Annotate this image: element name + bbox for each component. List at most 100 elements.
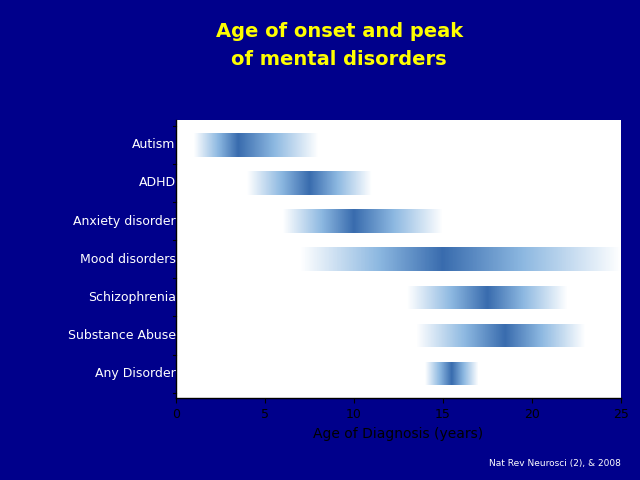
Bar: [315, 247, 316, 271]
Bar: [383, 247, 384, 271]
Bar: [612, 247, 614, 271]
Bar: [338, 247, 339, 271]
Bar: [556, 247, 557, 271]
Bar: [340, 247, 341, 271]
Bar: [351, 247, 352, 271]
Bar: [457, 247, 458, 271]
Bar: [452, 247, 454, 271]
Bar: [477, 247, 478, 271]
Bar: [560, 247, 561, 271]
Bar: [465, 247, 467, 271]
Bar: [587, 247, 588, 271]
Bar: [337, 247, 338, 271]
Bar: [523, 247, 524, 271]
Bar: [342, 247, 343, 271]
Bar: [486, 247, 487, 271]
Bar: [540, 247, 541, 271]
Bar: [354, 247, 355, 271]
Bar: [585, 247, 586, 271]
Bar: [579, 247, 580, 271]
Bar: [463, 247, 464, 271]
Bar: [384, 247, 385, 271]
Bar: [441, 247, 442, 271]
Bar: [478, 247, 479, 271]
Bar: [493, 247, 494, 271]
Bar: [506, 247, 507, 271]
Bar: [398, 247, 399, 271]
Text: Anxiety disorder: Anxiety disorder: [73, 215, 175, 228]
Bar: [611, 247, 612, 271]
Bar: [379, 247, 380, 271]
Bar: [564, 247, 566, 271]
Bar: [583, 247, 584, 271]
Bar: [483, 247, 484, 271]
Bar: [440, 247, 441, 271]
Bar: [510, 247, 511, 271]
Bar: [608, 247, 609, 271]
Bar: [343, 247, 344, 271]
Bar: [566, 247, 567, 271]
Bar: [406, 247, 407, 271]
Bar: [512, 247, 513, 271]
Bar: [405, 247, 406, 271]
Bar: [306, 247, 307, 271]
Bar: [448, 247, 449, 271]
X-axis label: Age of Diagnosis (years): Age of Diagnosis (years): [314, 427, 483, 441]
Text: Mood disorders: Mood disorders: [80, 252, 175, 266]
Bar: [616, 247, 617, 271]
Bar: [544, 247, 545, 271]
Bar: [601, 247, 602, 271]
Bar: [399, 247, 400, 271]
Bar: [339, 247, 340, 271]
Bar: [380, 247, 381, 271]
Bar: [538, 247, 539, 271]
Bar: [401, 247, 402, 271]
Bar: [515, 247, 516, 271]
Bar: [323, 247, 324, 271]
Bar: [588, 247, 589, 271]
Bar: [317, 247, 318, 271]
Bar: [474, 247, 475, 271]
Bar: [332, 247, 333, 271]
Bar: [545, 247, 547, 271]
Bar: [325, 247, 326, 271]
Bar: [543, 247, 544, 271]
Bar: [531, 247, 532, 271]
Bar: [509, 247, 510, 271]
Bar: [350, 247, 351, 271]
Bar: [408, 247, 410, 271]
Bar: [567, 247, 568, 271]
Bar: [557, 247, 558, 271]
Bar: [470, 247, 471, 271]
Bar: [555, 247, 556, 271]
Bar: [446, 247, 447, 271]
Bar: [536, 247, 537, 271]
Bar: [375, 247, 376, 271]
Bar: [606, 247, 607, 271]
Bar: [394, 247, 395, 271]
Bar: [589, 247, 590, 271]
Bar: [569, 247, 570, 271]
Bar: [311, 247, 312, 271]
Bar: [308, 247, 309, 271]
Bar: [378, 247, 379, 271]
Bar: [445, 247, 446, 271]
Bar: [604, 247, 605, 271]
Bar: [570, 247, 571, 271]
Bar: [392, 247, 394, 271]
Bar: [459, 247, 460, 271]
Bar: [376, 247, 378, 271]
Bar: [418, 247, 419, 271]
Text: Age of onset and peak: Age of onset and peak: [216, 22, 463, 41]
Bar: [362, 247, 363, 271]
Bar: [431, 247, 432, 271]
Bar: [519, 247, 520, 271]
Bar: [548, 247, 550, 271]
Bar: [525, 247, 526, 271]
Bar: [356, 247, 357, 271]
Bar: [526, 247, 527, 271]
Bar: [433, 247, 435, 271]
Bar: [400, 247, 401, 271]
Bar: [357, 247, 358, 271]
Bar: [595, 247, 596, 271]
